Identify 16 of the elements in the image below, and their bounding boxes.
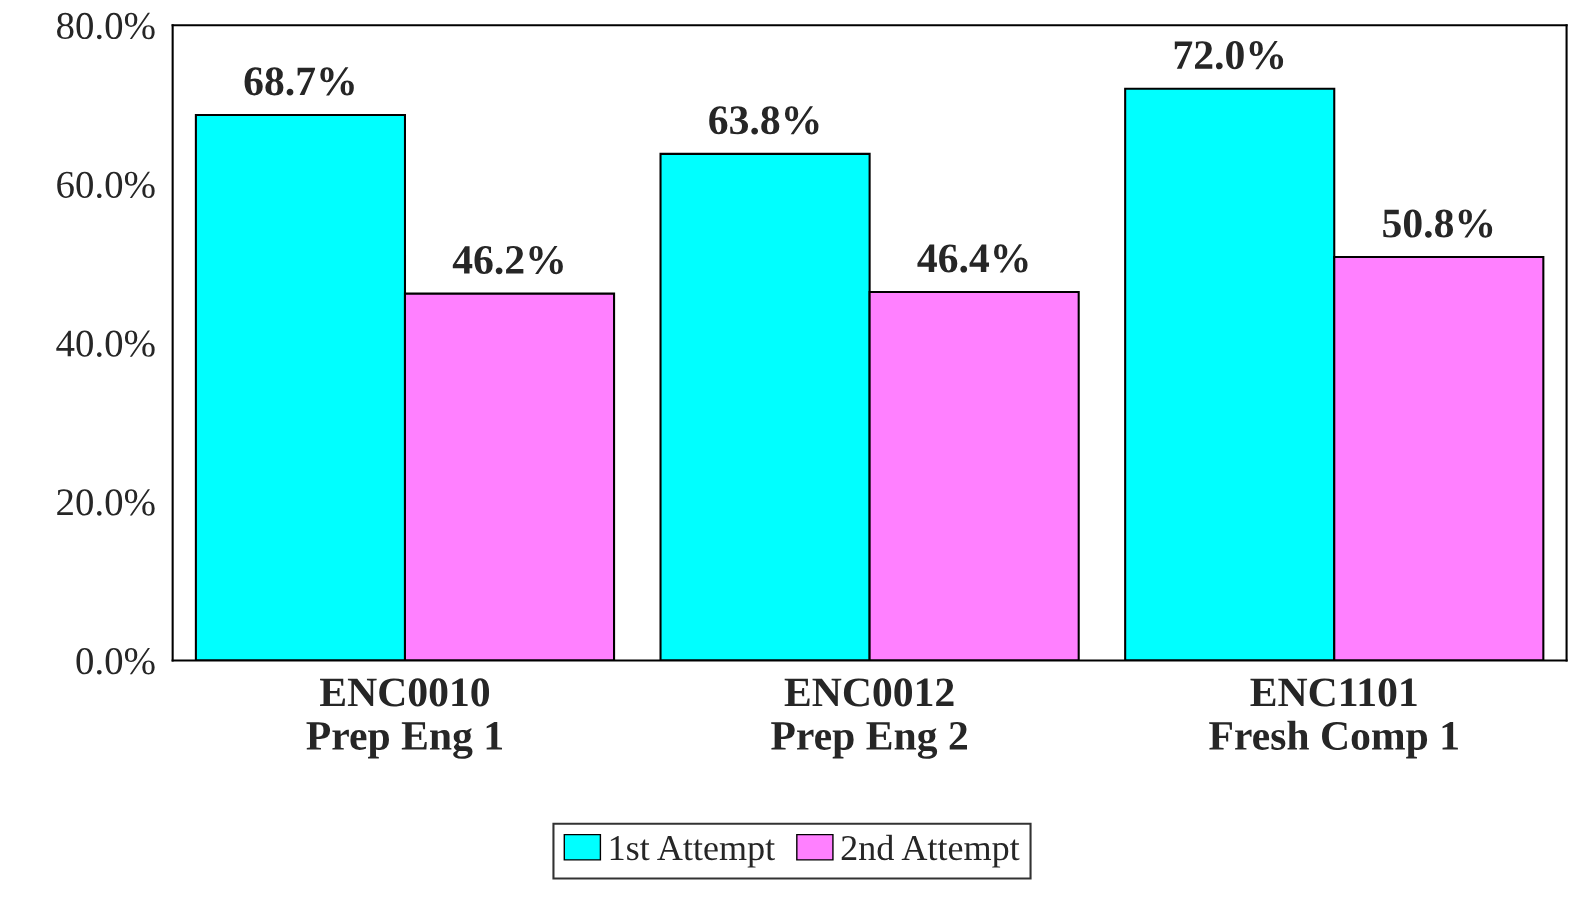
legend-label: 1st Attempt	[610, 836, 775, 868]
y-tick-label: 40.0%	[56, 330, 155, 357]
y-tick-label: 60.0%	[57, 171, 155, 199]
x-tick-label: ENC0010 Prep Eng 1	[306, 678, 502, 759]
data-label: 63.8%	[709, 106, 819, 135]
data-label: 50.8%	[1383, 209, 1493, 238]
y-tick-label: 0.0%	[76, 648, 155, 675]
y-tick-label: 20.0%	[57, 489, 155, 516]
data-label: 68.7%	[244, 67, 354, 96]
data-label: 72.0%	[1174, 41, 1284, 70]
y-tick-label: 80.0%	[57, 12, 155, 40]
data-label: 46.2%	[452, 245, 563, 275]
legend-label: 2nd Attempt	[841, 834, 1020, 868]
x-tick-label: ENC1101 Fresh Comp 1	[1209, 678, 1458, 759]
x-tick-label: ENC0012 Prep Eng 2	[771, 678, 967, 759]
data-label: 46.4%	[917, 244, 1028, 273]
